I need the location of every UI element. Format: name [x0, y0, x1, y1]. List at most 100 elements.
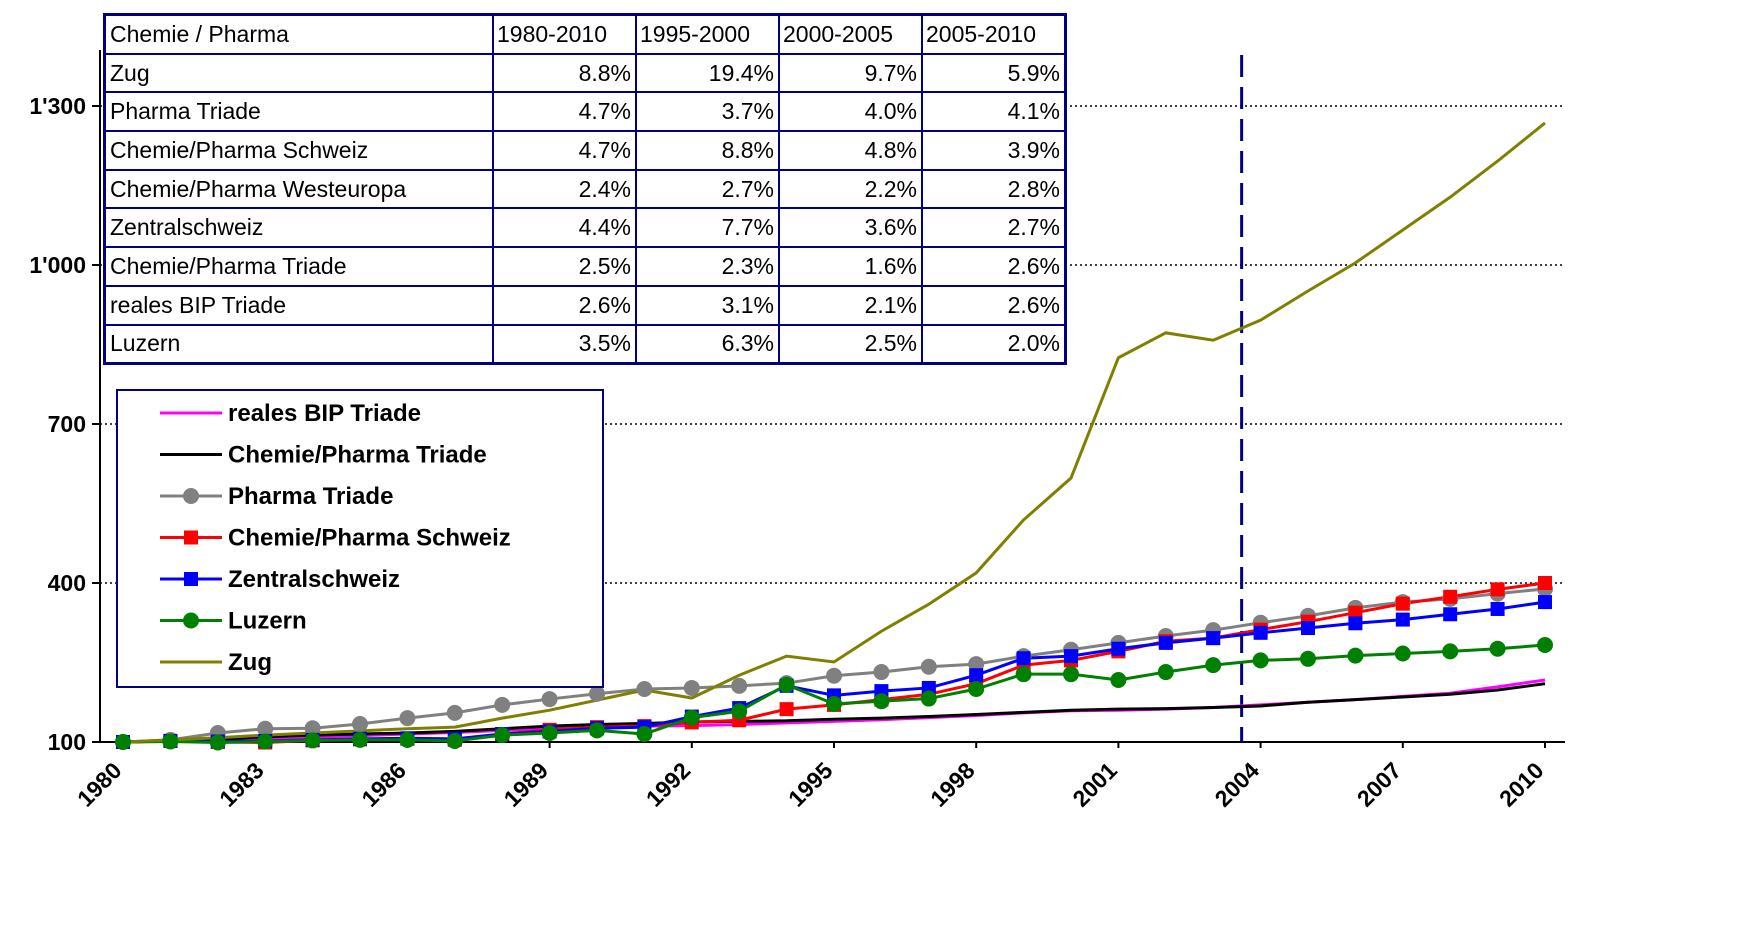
point [873, 664, 890, 681]
table-row: Chemie/Pharma Triade 2.5% 2.3% 1.6% 2.6% [103, 246, 1067, 287]
y-tick-label: 1'300 [29, 93, 86, 119]
x-tick-label: 1995 [783, 757, 838, 812]
point [1490, 601, 1505, 616]
point [494, 727, 511, 744]
table-cell: 2.6% [921, 246, 1067, 287]
point [968, 656, 985, 673]
table-cell: 5.9% [921, 52, 1067, 94]
table-cell: 2.0% [921, 323, 1067, 365]
point [541, 691, 558, 708]
point [352, 715, 368, 732]
point [1347, 647, 1364, 664]
point [257, 733, 274, 750]
point [1538, 595, 1552, 610]
table-cell: 19.4% [635, 52, 780, 94]
point [1395, 596, 1410, 611]
point [1394, 645, 1411, 662]
table-cell: 2.5% [778, 323, 923, 365]
table-cell: 2.7% [921, 207, 1067, 249]
table-cell: 9.7% [778, 52, 923, 94]
table-cell: 2.8% [921, 168, 1067, 210]
point [1490, 582, 1505, 597]
point [1158, 635, 1173, 650]
point [304, 732, 321, 749]
point [1253, 625, 1268, 640]
table-cell: 3.1% [635, 284, 780, 326]
table-cell: 8.8% [492, 52, 637, 94]
x-tick-label: 1980 [72, 757, 127, 812]
y-tick-label: 100 [48, 729, 86, 755]
table-row: Zug 8.8% 19.4% 9.7% 5.9% [103, 52, 1067, 94]
point [209, 734, 226, 751]
point [1157, 664, 1174, 681]
table-cell: 2.6% [492, 284, 637, 326]
table-row: Chemie / Pharma 1980-2010 1995-2000 2000-20… [103, 13, 1067, 55]
table-row: reales BIP Triade 2.6% 3.1% 2.1% 2.6% [103, 284, 1067, 326]
table-cell: Chemie/Pharma Triade [103, 246, 494, 287]
point [636, 681, 653, 697]
legend-label: Chemie/Pharma Triade [228, 442, 487, 469]
table-cell: 4.7% [492, 91, 637, 133]
table-cell: 1995-2000 [635, 13, 780, 55]
point [826, 695, 842, 712]
table-cell: 2.1% [778, 284, 923, 326]
table-cell: 2000-2005 [778, 13, 923, 55]
point [1205, 657, 1222, 674]
point [494, 696, 511, 713]
table-cell: reales BIP Triade [103, 284, 494, 326]
table-cell: 3.5% [492, 323, 637, 365]
point [1489, 640, 1506, 657]
point [446, 704, 463, 721]
table-cell: 2.4% [492, 168, 637, 210]
x-tick-label: 1998 [925, 757, 980, 812]
legend: reales BIP Triade Chemie/Pharma Triade Pha… [116, 389, 604, 688]
point [731, 677, 748, 694]
point [731, 703, 748, 720]
table-cell: 3.9% [921, 130, 1067, 171]
x-tick-label: 1986 [356, 757, 411, 812]
table-cell: 3.7% [635, 91, 780, 133]
point [1016, 651, 1031, 666]
table-cell: 4.4% [492, 207, 637, 249]
point [1301, 621, 1315, 636]
table-cell: 4.8% [778, 130, 923, 171]
point [683, 679, 700, 696]
point [969, 668, 984, 683]
table-cell: 8.8% [635, 130, 780, 171]
table-cell: 1980-2010 [492, 13, 637, 55]
point [352, 731, 368, 748]
table-cell: 1.6% [778, 246, 923, 287]
table-row: Pharma Triade 4.7% 3.7% 4.0% 4.1% [103, 91, 1067, 133]
point [778, 676, 795, 693]
y-tick-label: 400 [48, 570, 86, 596]
point [683, 709, 700, 726]
point [1015, 666, 1032, 683]
table-cell: 7.7% [635, 207, 780, 249]
legend-label: reales BIP Triade [228, 400, 421, 427]
legend-label: Chemie/Pharma Schweiz [228, 525, 511, 552]
point [1538, 576, 1552, 590]
y-tick-label: 700 [48, 411, 86, 437]
point [968, 681, 985, 697]
point [826, 667, 842, 684]
table-row: Zentralschweiz 4.4% 7.7% 3.6% 2.7% [103, 207, 1067, 249]
point [304, 720, 321, 737]
point [257, 720, 274, 737]
point [399, 731, 416, 748]
x-tick-label: 1983 [214, 757, 269, 812]
table-cell: 4.7% [492, 130, 637, 171]
point [873, 693, 890, 710]
legend-label: Luzern [228, 608, 307, 635]
legend-marker [184, 572, 198, 586]
table-cell: Luzern [103, 323, 494, 365]
point [1063, 666, 1079, 683]
table-cell: 4.0% [778, 91, 923, 133]
point [636, 726, 653, 743]
point [1206, 631, 1221, 646]
table-cell: Zentralschweiz [103, 207, 494, 249]
table-cell: 2005-2010 [921, 13, 1067, 55]
point [779, 702, 794, 717]
legend-marker [184, 530, 198, 545]
